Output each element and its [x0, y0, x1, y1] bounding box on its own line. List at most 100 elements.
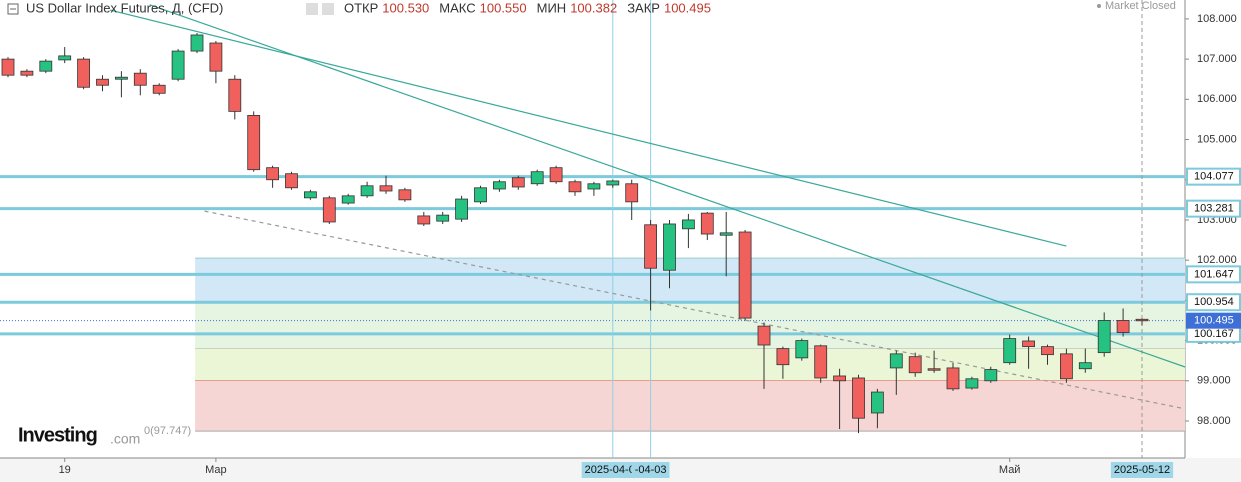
- last-price-label: 100.495: [1194, 315, 1234, 327]
- candle-body: [152, 84, 166, 94]
- candle-body: [96, 78, 109, 86]
- x-label-box: [581, 462, 644, 478]
- candle-body: [341, 195, 355, 204]
- trendline: [149, 4, 1186, 368]
- candle-body: [700, 212, 714, 235]
- settings-icon[interactable]: [306, 3, 318, 15]
- candle-body: [682, 219, 695, 230]
- last-price-box: [1186, 312, 1241, 329]
- candle-body: [39, 60, 53, 72]
- stat-name: ОТКР: [344, 0, 378, 15]
- y-tick-label: 98.000: [1197, 415, 1231, 427]
- chart-title: US Dollar Index Futures, Д, (CFD): [26, 0, 223, 15]
- x-tick-label: Май: [999, 464, 1021, 476]
- candle-body: [530, 171, 544, 185]
- y-tick-label: 102.000: [1197, 254, 1237, 266]
- candle-body: [946, 367, 960, 390]
- fib-zone: [195, 348, 1186, 381]
- candle-body: [492, 181, 506, 190]
- level-label: 101.647: [1194, 268, 1234, 280]
- fib-label: 0(97.747): [144, 425, 191, 437]
- candle-body: [663, 223, 676, 271]
- candle-body: [228, 78, 242, 112]
- y-tick-label: 107.000: [1197, 53, 1237, 65]
- x-label-box: [631, 462, 670, 478]
- candle-body: [511, 177, 525, 188]
- candle-body: [549, 167, 563, 183]
- market-status: Market Closed: [1105, 0, 1176, 12]
- candle-body: [625, 183, 639, 203]
- candle-body: [776, 348, 790, 366]
- fib-zone: [195, 258, 1186, 303]
- y-tick-label: 108.000: [1197, 13, 1237, 25]
- candle-body: [814, 345, 828, 379]
- candle-body: [1041, 346, 1054, 356]
- candle-body: [77, 58, 90, 88]
- fib-zone: [195, 380, 1186, 432]
- level-label-box: [1186, 199, 1241, 218]
- level-label: 104.077: [1194, 171, 1234, 183]
- candle-body: [417, 215, 431, 225]
- stat-name: ЗАКР: [627, 0, 660, 15]
- candle-body: [927, 368, 941, 371]
- x-tick-label: 19: [59, 464, 71, 476]
- candle-body: [303, 191, 317, 199]
- candle-body: [133, 72, 147, 86]
- collapse-icon[interactable]: [7, 3, 19, 15]
- candle-body: [436, 214, 450, 222]
- candle-body: [1135, 318, 1149, 322]
- x-tick-label: 2025-05-12: [1114, 464, 1170, 476]
- stat-value: 100.495: [664, 0, 711, 15]
- candle-body: [984, 369, 998, 382]
- stat-name: МИН: [537, 0, 567, 15]
- level-label: 100.954: [1194, 296, 1234, 308]
- candle-body: [1, 58, 15, 76]
- level-label: 100.167: [1194, 328, 1234, 340]
- candle-body: [1097, 320, 1111, 354]
- y-tick-label: 106.000: [1197, 93, 1237, 105]
- candle-body: [833, 375, 846, 382]
- candle-body: [455, 198, 469, 220]
- candle-body: [360, 185, 374, 197]
- fib-zone: [195, 302, 1186, 349]
- x-tick-label: Мар: [205, 464, 227, 476]
- eye-icon[interactable]: [322, 3, 334, 15]
- x-label-box: [1110, 462, 1174, 478]
- candle-body: [1116, 320, 1130, 333]
- candle-body: [606, 180, 620, 186]
- candle-body: [908, 356, 922, 374]
- candle-body: [965, 378, 979, 389]
- x-tick-label: 2025-04-01: [585, 464, 641, 476]
- stat-name: МАКС: [439, 0, 475, 15]
- candle-body: [379, 185, 393, 192]
- candle-body: [795, 340, 809, 359]
- level-label: 103.281: [1194, 203, 1234, 215]
- candle-body: [738, 231, 752, 319]
- level-label-box: [1186, 265, 1241, 284]
- candle-body: [285, 173, 298, 189]
- candle-body: [719, 232, 733, 236]
- candle-body: [1003, 338, 1017, 364]
- candle-body: [171, 50, 185, 80]
- level-label-box: [1186, 293, 1241, 312]
- candle-body: [757, 325, 771, 346]
- candle-body: [190, 34, 204, 52]
- candle-body: [568, 181, 582, 193]
- status-dot: [1097, 4, 1101, 8]
- candle-body: [247, 115, 261, 171]
- stat-value: 100.382: [570, 0, 617, 15]
- level-label-box: [1186, 167, 1241, 186]
- trendline: [109, 9, 1067, 247]
- candle-body: [58, 55, 72, 61]
- x-tick-label: -04-03: [635, 464, 667, 476]
- y-tick-label: 99.000: [1197, 375, 1231, 387]
- candle-body: [115, 76, 128, 80]
- candle-body: [644, 224, 657, 269]
- candle-body: [587, 183, 601, 190]
- candle-body: [1078, 362, 1092, 370]
- candle-body: [1060, 353, 1073, 380]
- stat-value: 100.530: [382, 0, 429, 15]
- candle-body: [20, 70, 34, 76]
- logo: Investing: [18, 424, 97, 446]
